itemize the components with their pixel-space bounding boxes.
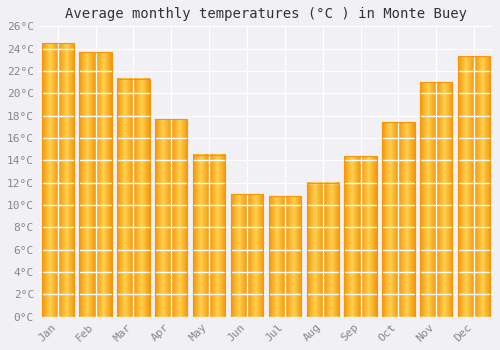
- Title: Average monthly temperatures (°C ) in Monte Buey: Average monthly temperatures (°C ) in Mo…: [65, 7, 467, 21]
